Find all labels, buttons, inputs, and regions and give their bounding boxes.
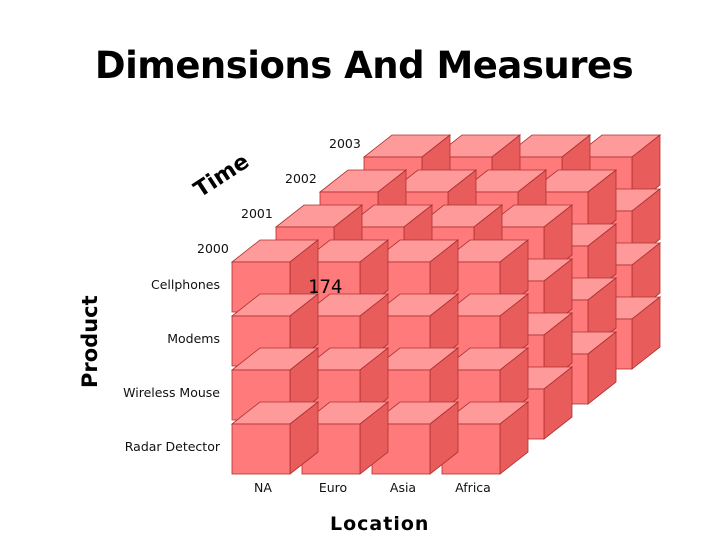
year-label: 2003 — [329, 136, 361, 151]
product-axis-label: Product — [78, 295, 102, 388]
year-label: 2002 — [285, 171, 317, 186]
cube-front-face — [231, 423, 291, 475]
cube-cell — [370, 401, 460, 475]
location-label: Euro — [319, 480, 347, 495]
cube-labels: Cellphones Modems Wireless Mouse Radar Dete… — [123, 136, 491, 495]
time-axis-label: Time — [190, 149, 254, 203]
slide-title: Dimensions And Measures — [94, 44, 634, 87]
year-label: 2001 — [241, 206, 273, 221]
location-label: Africa — [455, 480, 491, 495]
product-label: Modems — [167, 331, 220, 346]
product-label: Wireless Mouse — [123, 385, 220, 400]
product-label: Radar Detector — [125, 439, 221, 454]
cube-cells: 174 — [230, 134, 662, 475]
location-label: Asia — [390, 480, 416, 495]
location-label: NA — [254, 480, 272, 495]
highlight-cell-value: 174 — [308, 276, 342, 298]
cube-cell — [230, 401, 320, 475]
location-axis-label: Location — [330, 513, 429, 535]
product-label: Cellphones — [151, 277, 220, 292]
year-label: 2000 — [197, 241, 229, 256]
